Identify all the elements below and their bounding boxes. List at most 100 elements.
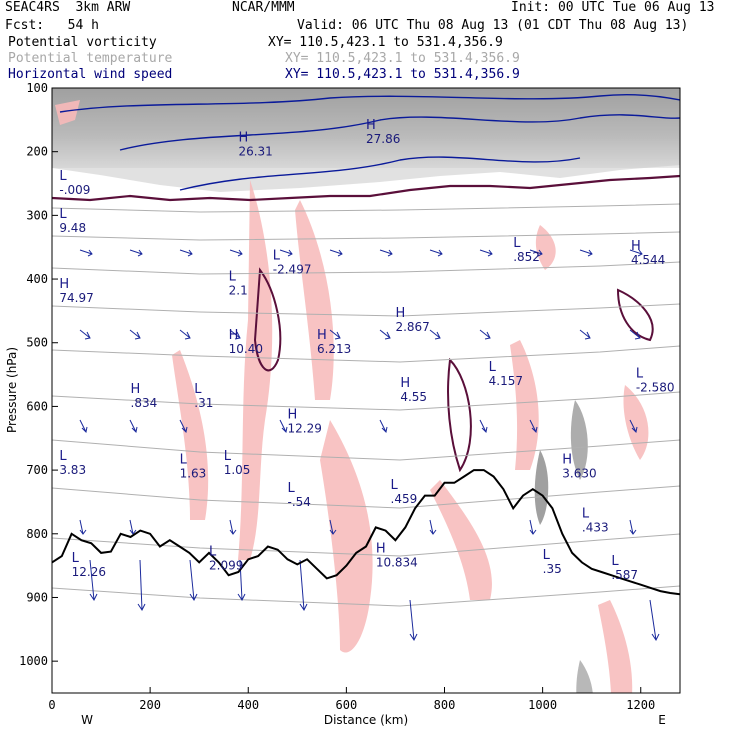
pv-gray-patch-1 xyxy=(570,400,588,480)
field-xy-theta: XY= 110.5,423.1 to 531.4,356.9 xyxy=(285,51,520,66)
y-tick-label: 200 xyxy=(26,145,48,159)
high-marker: H xyxy=(238,131,248,146)
pv-contour-3 xyxy=(616,288,654,342)
center-label: NCAR/MMM xyxy=(232,0,295,15)
y-tick-label: 700 xyxy=(26,463,48,477)
x-axis-label: Distance (km) xyxy=(324,713,408,727)
extremum-value: 1.05 xyxy=(224,463,251,477)
pv-shading-8 xyxy=(535,225,556,270)
pv-shading-6 xyxy=(510,340,539,470)
y-tick-label: 100 xyxy=(26,81,48,95)
extremum-value: 4.157 xyxy=(489,374,523,388)
high-marker: H xyxy=(59,277,69,292)
tropopause-pv-shading xyxy=(52,88,680,192)
y-axis: 100 200 300 400 500 600 700 800 900 1000 xyxy=(19,81,58,668)
x-tick-label: 600 xyxy=(336,698,358,712)
low-marker: L xyxy=(59,207,67,222)
forecast-hour: Fcst: 54 h xyxy=(5,18,99,33)
extremum-value: 12.26 xyxy=(72,565,106,579)
extremum-value: -.009 xyxy=(59,183,90,197)
x-tick-label: 200 xyxy=(139,698,161,712)
y-tick-label: 600 xyxy=(26,399,48,413)
extremum-value: .852 xyxy=(513,250,540,264)
low-marker: L xyxy=(582,506,590,521)
extremum-value: 2.867 xyxy=(395,320,429,334)
high-marker: H xyxy=(395,306,405,321)
model-title: SEAC4RS 3km ARW xyxy=(5,0,131,15)
extremum-value: 74.97 xyxy=(59,291,93,305)
y-tick-label: 500 xyxy=(26,336,48,350)
high-marker: H xyxy=(317,328,327,343)
high-marker: H xyxy=(229,328,239,343)
x-tick-label: 400 xyxy=(237,698,259,712)
wind-vectors xyxy=(79,249,660,641)
pv-contour-1 xyxy=(253,267,282,372)
y-tick-label: 300 xyxy=(26,208,48,222)
extremum-value: 1.63 xyxy=(180,466,207,480)
high-marker: H xyxy=(288,408,298,423)
low-marker: L xyxy=(489,360,497,375)
low-marker: L xyxy=(288,481,296,496)
pv-contour-tropopause xyxy=(52,174,680,202)
extremum-value: 27.86 xyxy=(366,132,400,146)
east-endpoint: E xyxy=(658,713,666,727)
terrain-line xyxy=(52,469,680,596)
field-label-wind: Horizontal wind speed xyxy=(8,67,173,82)
extremum-value: .35 xyxy=(543,562,562,576)
low-marker: L xyxy=(59,449,67,464)
pv-shading-7 xyxy=(598,600,633,693)
low-marker: L xyxy=(224,449,232,464)
extrema-labels: L-.009L9.48H74.97H26.31H27.86L-2.497L2.1… xyxy=(59,118,674,582)
extremum-value: 10.834 xyxy=(376,555,418,569)
low-marker: L xyxy=(513,236,521,251)
low-marker: L xyxy=(209,545,217,560)
y-axis-label: Pressure (hPa) xyxy=(5,347,19,433)
high-marker: H xyxy=(631,239,641,254)
extremum-value: 4.544 xyxy=(631,253,665,267)
pv-shading-4 xyxy=(172,350,209,520)
extremum-value: .587 xyxy=(611,568,638,582)
init-time: Init: 00 UTC Tue 06 Aug 13 xyxy=(511,0,715,15)
pv-shading-9 xyxy=(623,385,649,460)
low-marker: L xyxy=(636,366,644,381)
extremum-value: 6.213 xyxy=(317,342,351,356)
high-marker: H xyxy=(400,376,410,391)
theta-isentropes xyxy=(52,203,680,607)
field-label-pv: Potential vorticity xyxy=(8,35,157,50)
pv-gray-patch-2 xyxy=(534,450,549,525)
pv-contour-2 xyxy=(447,357,472,473)
extremum-value: 2.099 xyxy=(209,559,243,573)
y-tick-label: 1000 xyxy=(19,654,48,668)
extremum-value: 3.83 xyxy=(59,463,86,477)
plot-frame xyxy=(51,87,681,694)
x-tick-label: 1000 xyxy=(528,698,557,712)
x-axis: 0 200 400 600 800 1000 1200 xyxy=(48,687,655,712)
pv-gray-patch-3 xyxy=(576,660,593,693)
low-marker: L xyxy=(194,382,202,397)
x-tick-label: 0 xyxy=(48,698,55,712)
pv-shading-10 xyxy=(55,100,80,125)
y-tick-label: 900 xyxy=(26,590,48,604)
pv-shading-2 xyxy=(295,200,334,400)
x-tick-label: 1200 xyxy=(626,698,655,712)
pv-shading-5 xyxy=(430,480,492,600)
valid-time: Valid: 06 UTC Thu 08 Aug 13 (01 CDT Thu … xyxy=(297,18,689,33)
field-xy-wind: XY= 110.5,423.1 to 531.4,356.9 xyxy=(285,67,520,82)
low-marker: L xyxy=(273,249,281,264)
x-tick-label: 800 xyxy=(434,698,456,712)
plot-area xyxy=(52,88,680,693)
wind-speed-contours xyxy=(59,93,680,191)
extremum-value: 2.1 xyxy=(229,284,248,298)
extremum-value: 10.40 xyxy=(229,342,263,356)
west-endpoint: W xyxy=(81,713,93,727)
extremum-value: -2.580 xyxy=(636,380,675,394)
low-marker: L xyxy=(59,169,67,184)
pv-shading-3 xyxy=(320,420,373,653)
extremum-value: .834 xyxy=(131,396,158,410)
extremum-value: -2.497 xyxy=(273,263,312,277)
high-marker: H xyxy=(376,541,386,556)
extremum-value: .459 xyxy=(391,492,418,506)
extremum-value: 3.630 xyxy=(562,466,596,480)
high-marker: H xyxy=(131,382,141,397)
